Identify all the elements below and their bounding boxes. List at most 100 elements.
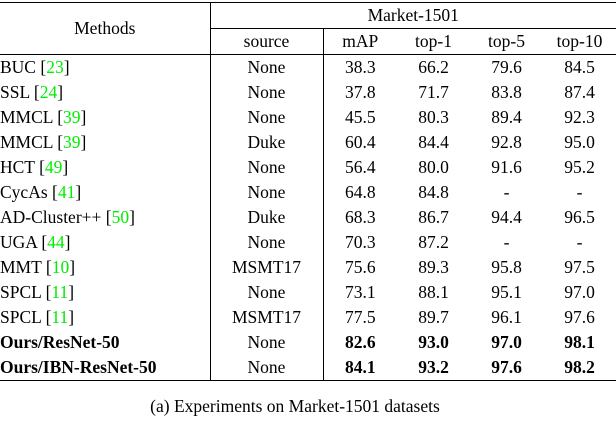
metric-cell: 95.1	[491, 282, 522, 302]
citation-number: 49	[44, 157, 63, 177]
metric-cell: 82.6	[344, 332, 376, 352]
metric-cell: 80.3	[418, 107, 449, 127]
metric-cell: 89.4	[491, 107, 522, 127]
metric-cell: 38.3	[344, 57, 376, 77]
table-body: BUC [23] None 38.3 66.2 79.6 84.5 SSL [24] None…	[0, 54, 616, 381]
method-cell: CycAs [41]	[0, 180, 211, 205]
table-row: MMCL [39] None 45.5 80.3 89.4 92.3	[0, 105, 616, 130]
metric-cell: 77.5	[344, 307, 376, 327]
method-cell: Ours/IBN-ResNet-50	[0, 355, 211, 381]
metric-cell: 97.5	[564, 257, 595, 277]
metric-cell: 93.2	[397, 355, 470, 381]
metric-cell: 80.0	[418, 157, 449, 177]
method-name: UGA	[0, 232, 37, 252]
metric-cell: -	[576, 232, 583, 252]
metric-cell: 37.8	[344, 82, 376, 102]
source-cell: None	[210, 155, 324, 180]
header-row-group: Methods Market-1501	[0, 2, 616, 55]
metric-cell: 45.5	[344, 107, 376, 127]
method-cell: UGA [44]	[0, 230, 211, 255]
method-cell: BUC [23]	[0, 54, 211, 80]
metric-cell: 95.8	[491, 257, 522, 277]
method-cell: SSL [24]	[0, 80, 211, 105]
metric-cell: 87.4	[564, 82, 595, 102]
metric-cell: 98.1	[564, 332, 595, 352]
map-column-header: mAP	[323, 28, 397, 55]
citation-number: 44	[47, 232, 65, 252]
metric-cell: 71.7	[418, 82, 449, 102]
metric-cell: 88.1	[418, 282, 449, 302]
metric-cell: 95.0	[564, 132, 595, 152]
source-cell: Duke	[210, 130, 324, 155]
figure-caption: (a) Experiments on Market-1501 datasets	[150, 396, 440, 416]
citation-number: 24	[39, 82, 58, 102]
source-cell: None	[210, 330, 324, 355]
metric-cell: 84.8	[418, 182, 449, 202]
metric-cell: 93.0	[418, 332, 449, 352]
citation-number: 50	[111, 207, 130, 227]
metric-cell: 97.6	[470, 355, 543, 381]
table-row: UGA [44] None 70.3 87.2 - -	[0, 230, 616, 255]
table-row: MMT [10] MSMT17 75.6 89.3 95.8 97.5	[0, 255, 616, 280]
method-cell: SPCL [11]	[0, 305, 211, 330]
metric-cell: 96.5	[564, 207, 595, 227]
source-cell: None	[210, 180, 324, 205]
table-row: HCT [49] None 56.4 80.0 91.6 95.2	[0, 155, 616, 180]
table-header: Methods Market-1501 source mAP top-1 top…	[0, 2, 616, 55]
source-cell: None	[210, 80, 324, 105]
metric-cell: 56.4	[344, 157, 376, 177]
metric-cell: -	[503, 182, 510, 202]
table-row: AD-Cluster++ [50] Duke 68.3 86.7 94.4 96.5	[0, 205, 616, 230]
method-name: SPCL	[0, 307, 42, 327]
table-row: MMCL [39] Duke 60.4 84.4 92.8 95.0	[0, 130, 616, 155]
metric-cell: 89.3	[418, 257, 449, 277]
source-cell: None	[210, 280, 324, 305]
table-row: Ours/ResNet-50 None 82.6 93.0 97.0 98.1	[0, 330, 616, 355]
citation-number: 11	[51, 307, 69, 327]
citation-number: 10	[51, 257, 70, 277]
metric-cell: 92.3	[564, 107, 595, 127]
source-cell: Duke	[210, 205, 324, 230]
citation-number: 11	[51, 282, 69, 302]
metric-cell: 95.2	[564, 157, 595, 177]
metric-cell: 97.0	[491, 332, 522, 352]
metric-cell: -	[503, 232, 510, 252]
method-name: Ours/IBN-ResNet-50	[0, 357, 157, 377]
source-column-header: source	[210, 28, 324, 55]
metric-cell: 70.3	[344, 232, 376, 252]
method-name: CycAs	[0, 182, 48, 202]
table-row: BUC [23] None 38.3 66.2 79.6 84.5	[0, 54, 616, 80]
source-cell: MSMT17	[210, 255, 324, 280]
method-name: AD-Cluster++	[0, 207, 102, 227]
metric-cell: 97.0	[564, 282, 595, 302]
method-cell: MMCL [39]	[0, 105, 211, 130]
method-name: MMT	[0, 257, 42, 277]
metric-cell: 73.1	[344, 282, 376, 302]
results-table: Methods Market-1501 source mAP top-1 top…	[0, 2, 616, 381]
metric-cell: 96.1	[491, 307, 522, 327]
method-name: HCT	[0, 157, 35, 177]
metric-cell: 94.4	[491, 207, 522, 227]
metric-cell: 79.6	[491, 57, 522, 77]
methods-column-header: Methods	[0, 2, 211, 55]
metric-cell: -	[576, 182, 583, 202]
method-cell: MMCL [39]	[0, 130, 211, 155]
table-row: SPCL [11] MSMT17 77.5 89.7 96.1 97.6	[0, 305, 616, 330]
method-name: SSL	[0, 82, 30, 102]
method-cell: HCT [49]	[0, 155, 211, 180]
table-row: Ours/IBN-ResNet-50 None 84.1 93.2 97.6 98.2	[0, 355, 616, 381]
method-cell: SPCL [11]	[0, 280, 211, 305]
source-cell: None	[210, 105, 324, 130]
metric-cell: 86.7	[418, 207, 449, 227]
dataset-group-header: Market-1501	[210, 2, 616, 29]
method-cell: MMT [10]	[0, 255, 211, 280]
citation-number: 41	[57, 182, 76, 202]
method-cell: Ours/ResNet-50	[0, 330, 211, 355]
citation-number: 39	[63, 107, 81, 127]
citation-number: 23	[46, 57, 64, 77]
table-row: SPCL [11] None 73.1 88.1 95.1 97.0	[0, 280, 616, 305]
metric-cell: 75.6	[344, 257, 376, 277]
metric-cell: 84.1	[323, 355, 397, 381]
top1-column-header: top-1	[397, 28, 470, 55]
